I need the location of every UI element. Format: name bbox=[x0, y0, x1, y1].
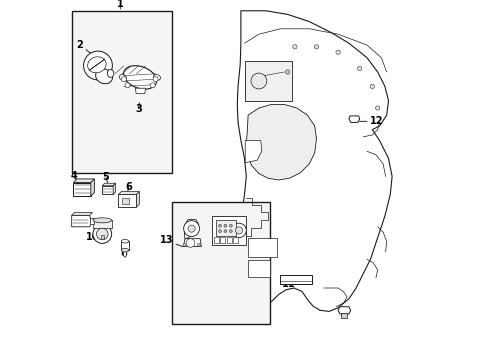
Polygon shape bbox=[348, 116, 359, 122]
Polygon shape bbox=[184, 220, 199, 239]
Circle shape bbox=[218, 224, 221, 227]
Polygon shape bbox=[237, 11, 391, 311]
Circle shape bbox=[96, 228, 108, 240]
Ellipse shape bbox=[96, 69, 112, 84]
Text: 7: 7 bbox=[71, 216, 80, 226]
Polygon shape bbox=[123, 250, 126, 257]
Circle shape bbox=[183, 221, 199, 237]
Bar bbox=[244, 61, 291, 101]
Polygon shape bbox=[244, 140, 261, 163]
Bar bbox=[213, 237, 219, 243]
Polygon shape bbox=[121, 241, 128, 250]
Bar bbox=[172, 202, 269, 324]
Polygon shape bbox=[73, 179, 94, 183]
Polygon shape bbox=[246, 104, 316, 180]
Circle shape bbox=[335, 50, 340, 54]
Polygon shape bbox=[93, 220, 111, 228]
Text: 11: 11 bbox=[281, 279, 295, 289]
Circle shape bbox=[153, 77, 158, 82]
Polygon shape bbox=[135, 88, 145, 94]
Circle shape bbox=[224, 224, 226, 227]
Bar bbox=[215, 220, 235, 236]
Circle shape bbox=[187, 225, 195, 232]
Ellipse shape bbox=[93, 218, 111, 223]
Circle shape bbox=[125, 83, 130, 88]
Circle shape bbox=[121, 77, 126, 82]
Bar bbox=[226, 237, 231, 243]
Text: 2: 2 bbox=[76, 40, 94, 56]
Circle shape bbox=[292, 45, 296, 49]
Polygon shape bbox=[72, 215, 91, 227]
Circle shape bbox=[186, 239, 194, 247]
Bar bbox=[89, 218, 94, 224]
Circle shape bbox=[229, 224, 232, 227]
Bar bbox=[101, 235, 103, 239]
Bar bbox=[340, 313, 347, 318]
Polygon shape bbox=[136, 192, 139, 207]
Ellipse shape bbox=[121, 239, 128, 243]
Ellipse shape bbox=[119, 75, 126, 80]
Text: 3: 3 bbox=[135, 103, 142, 114]
Ellipse shape bbox=[153, 75, 160, 80]
Bar bbox=[247, 260, 269, 277]
Bar bbox=[247, 238, 276, 257]
Ellipse shape bbox=[121, 248, 128, 252]
Circle shape bbox=[197, 243, 200, 246]
Circle shape bbox=[357, 66, 361, 71]
Polygon shape bbox=[337, 307, 350, 314]
Circle shape bbox=[224, 230, 226, 233]
Polygon shape bbox=[72, 212, 92, 215]
Circle shape bbox=[150, 83, 155, 88]
Circle shape bbox=[314, 45, 318, 49]
Bar bbox=[72, 11, 172, 173]
Polygon shape bbox=[113, 183, 115, 194]
Circle shape bbox=[83, 51, 112, 80]
Bar bbox=[233, 237, 238, 243]
Text: 6: 6 bbox=[125, 182, 132, 193]
Polygon shape bbox=[183, 239, 201, 247]
Text: 12: 12 bbox=[359, 116, 383, 126]
Bar bbox=[102, 186, 113, 194]
Circle shape bbox=[369, 84, 374, 89]
Circle shape bbox=[93, 225, 111, 243]
Text: 10: 10 bbox=[86, 232, 102, 242]
Bar bbox=[220, 237, 225, 243]
Polygon shape bbox=[118, 192, 139, 194]
Circle shape bbox=[183, 243, 185, 246]
Text: 4: 4 bbox=[71, 171, 78, 183]
Circle shape bbox=[250, 73, 266, 89]
Ellipse shape bbox=[107, 69, 114, 77]
Bar bbox=[73, 183, 91, 196]
Circle shape bbox=[231, 223, 246, 238]
Circle shape bbox=[285, 70, 289, 74]
Circle shape bbox=[235, 227, 242, 234]
Bar bbox=[122, 198, 128, 204]
Text: 1: 1 bbox=[117, 0, 123, 9]
Text: 5: 5 bbox=[102, 172, 109, 183]
Bar bbox=[118, 194, 136, 207]
Bar bbox=[212, 216, 246, 245]
Polygon shape bbox=[102, 183, 115, 186]
Ellipse shape bbox=[123, 66, 156, 89]
Circle shape bbox=[218, 230, 221, 233]
Circle shape bbox=[229, 230, 232, 233]
Text: 13: 13 bbox=[160, 235, 182, 247]
Bar bbox=[279, 275, 311, 284]
Text: 9: 9 bbox=[339, 307, 345, 318]
Ellipse shape bbox=[87, 57, 106, 73]
Text: 8: 8 bbox=[120, 247, 127, 258]
Polygon shape bbox=[91, 179, 94, 196]
Circle shape bbox=[375, 106, 379, 110]
